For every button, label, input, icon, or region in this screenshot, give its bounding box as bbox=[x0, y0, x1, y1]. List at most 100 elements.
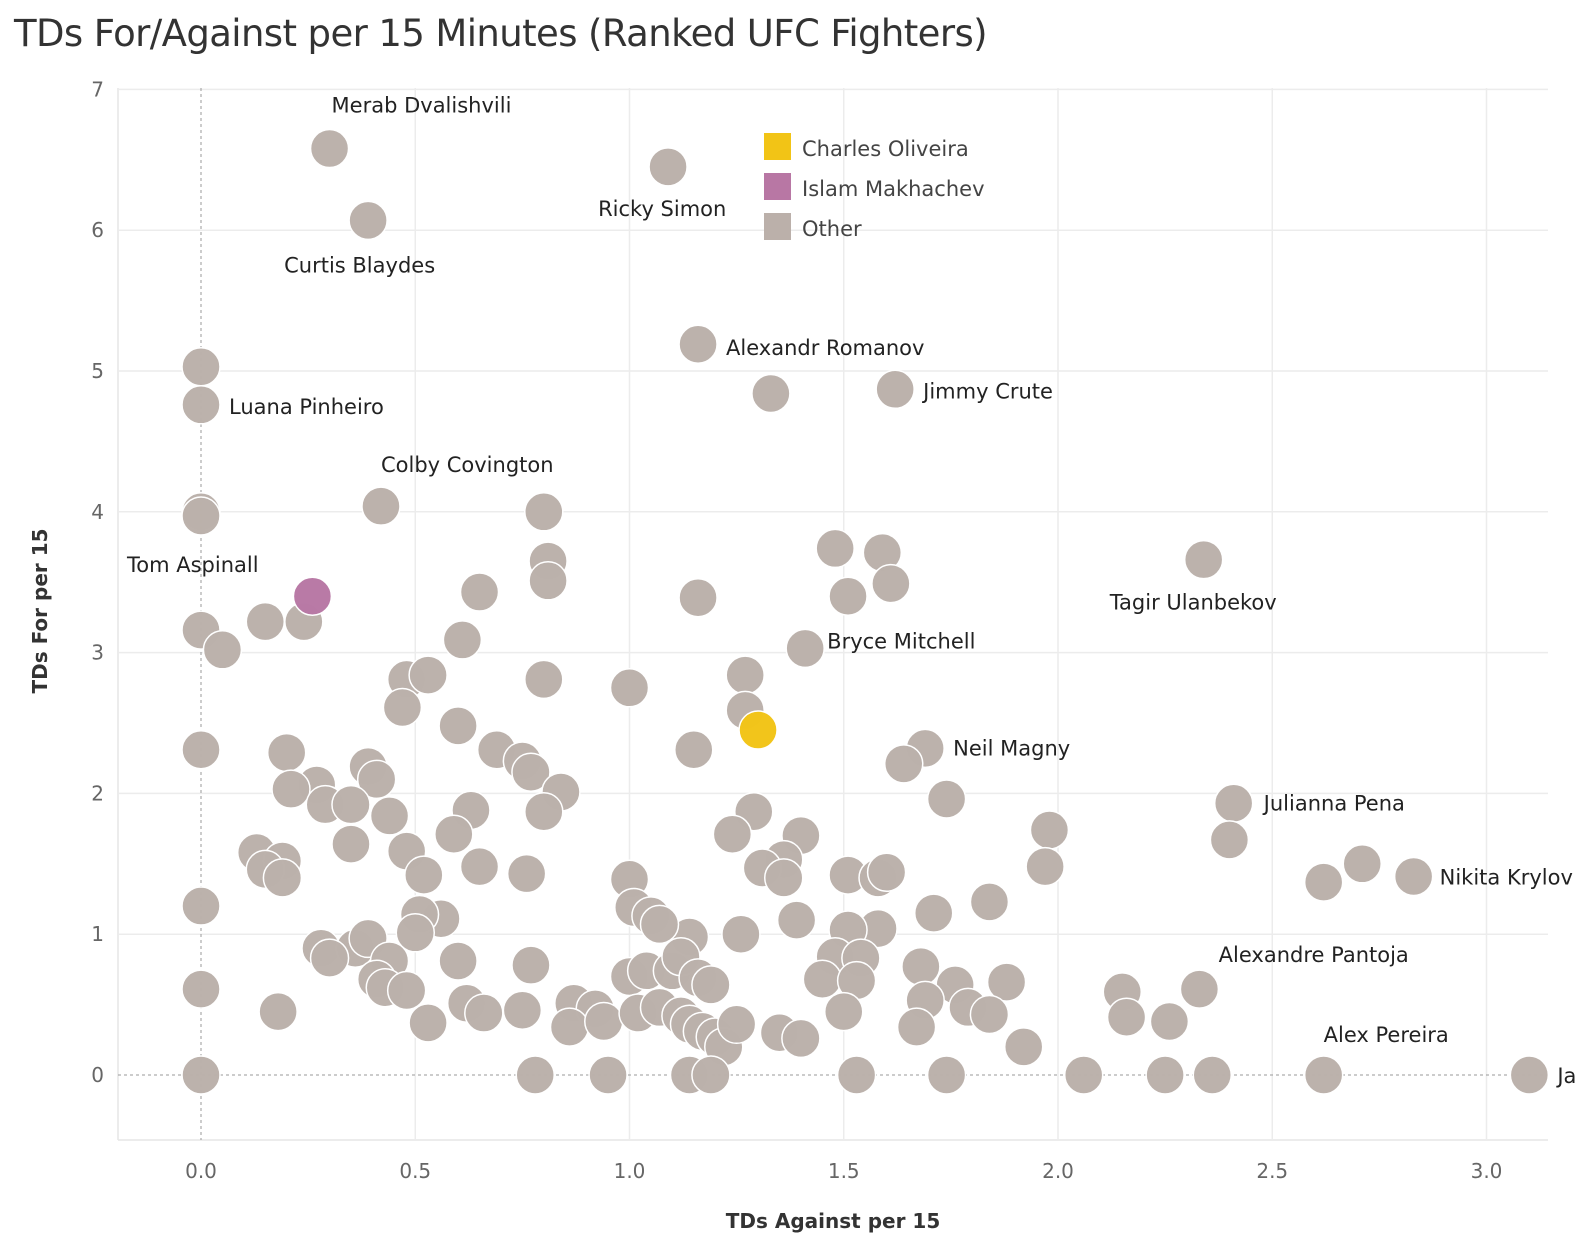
point-other[interactable] bbox=[986, 962, 1027, 1002]
point-other[interactable] bbox=[712, 814, 753, 854]
point-other[interactable] bbox=[815, 528, 855, 569]
point-other[interactable] bbox=[464, 993, 504, 1033]
point-other[interactable] bbox=[883, 744, 924, 784]
point-other[interactable] bbox=[836, 1055, 877, 1095]
point-other[interactable] bbox=[1303, 862, 1344, 902]
point-other[interactable] bbox=[674, 730, 714, 770]
point-other[interactable] bbox=[824, 991, 864, 1032]
point-other[interactable] bbox=[1145, 1055, 1185, 1095]
point-other[interactable] bbox=[678, 577, 718, 618]
point-other[interactable] bbox=[245, 601, 286, 642]
point-other[interactable] bbox=[511, 945, 551, 985]
point-other[interactable] bbox=[1063, 1055, 1104, 1095]
point-other[interactable] bbox=[584, 1001, 624, 1042]
point-other[interactable] bbox=[395, 913, 435, 953]
point-other[interactable] bbox=[678, 324, 718, 364]
point-other[interactable] bbox=[438, 941, 478, 981]
point-other[interactable] bbox=[1509, 1055, 1550, 1095]
point-other[interactable] bbox=[1183, 539, 1224, 580]
point-other[interactable] bbox=[866, 852, 907, 892]
point-other[interactable] bbox=[438, 706, 478, 746]
point-other[interactable] bbox=[181, 1055, 221, 1095]
point-other[interactable] bbox=[356, 759, 397, 800]
point-other[interactable] bbox=[386, 970, 427, 1011]
point-other[interactable] bbox=[1003, 1027, 1044, 1067]
point-other[interactable] bbox=[875, 369, 915, 410]
point-other[interactable] bbox=[331, 784, 371, 825]
point-islam-makhachev[interactable] bbox=[292, 576, 333, 617]
point-other[interactable] bbox=[725, 655, 765, 695]
point-other[interactable] bbox=[1149, 1001, 1190, 1042]
point-other[interactable] bbox=[369, 796, 410, 836]
point-other[interactable] bbox=[524, 791, 564, 832]
point-other[interactable] bbox=[648, 147, 688, 187]
point-other[interactable] bbox=[871, 563, 911, 604]
point-other[interactable] bbox=[524, 659, 564, 700]
point-other[interactable] bbox=[1209, 820, 1250, 860]
point-other[interactable] bbox=[382, 687, 423, 728]
point-other[interactable] bbox=[502, 990, 543, 1030]
point-other[interactable] bbox=[691, 965, 731, 1005]
point-other[interactable] bbox=[181, 730, 221, 770]
point-other[interactable] bbox=[1106, 997, 1147, 1038]
point-other[interactable] bbox=[408, 1003, 448, 1043]
point-other[interactable] bbox=[1029, 810, 1070, 850]
point-other[interactable] bbox=[751, 373, 791, 414]
point-other[interactable] bbox=[434, 814, 474, 854]
point-other[interactable] bbox=[528, 561, 568, 601]
point-other[interactable] bbox=[721, 914, 761, 954]
point-other[interactable] bbox=[691, 1055, 731, 1095]
point-other[interactable] bbox=[258, 991, 298, 1032]
point-other[interactable] bbox=[1303, 1055, 1344, 1095]
point-other[interactable] bbox=[549, 1007, 590, 1047]
point-other[interactable] bbox=[442, 620, 483, 660]
point-other[interactable] bbox=[408, 655, 448, 695]
point-other[interactable] bbox=[524, 492, 564, 532]
point-other[interactable] bbox=[262, 858, 303, 898]
y-tick-label: 4 bbox=[91, 500, 104, 524]
point-other[interactable] bbox=[1342, 844, 1382, 884]
point-other[interactable] bbox=[802, 959, 843, 1000]
point-other[interactable] bbox=[828, 576, 868, 617]
point-other[interactable] bbox=[926, 1055, 967, 1095]
point-other[interactable] bbox=[588, 1055, 628, 1095]
point-other[interactable] bbox=[896, 1007, 937, 1047]
point-other[interactable] bbox=[361, 486, 401, 526]
point-other[interactable] bbox=[459, 572, 500, 612]
point-other[interactable] bbox=[913, 893, 954, 933]
point-other[interactable] bbox=[1213, 783, 1254, 824]
point-other[interactable] bbox=[181, 496, 221, 536]
point-other[interactable] bbox=[181, 347, 221, 387]
point-other[interactable] bbox=[348, 200, 388, 241]
point-other[interactable] bbox=[776, 900, 817, 940]
point-other[interactable] bbox=[266, 732, 307, 773]
point-other[interactable] bbox=[926, 779, 967, 819]
point-other[interactable] bbox=[309, 938, 350, 978]
point-other[interactable] bbox=[404, 855, 444, 895]
point-other[interactable] bbox=[969, 994, 1010, 1035]
point-charles-oliveira[interactable] bbox=[738, 710, 778, 750]
point-other[interactable] bbox=[764, 858, 804, 898]
point-other[interactable] bbox=[506, 853, 547, 894]
point-other[interactable] bbox=[785, 628, 825, 669]
point-other[interactable] bbox=[1393, 856, 1434, 897]
point-other[interactable] bbox=[181, 886, 221, 926]
point-other[interactable] bbox=[969, 882, 1010, 922]
point-other[interactable] bbox=[1025, 846, 1065, 887]
point-other[interactable] bbox=[309, 128, 350, 169]
point-other[interactable] bbox=[271, 769, 311, 809]
point-other[interactable] bbox=[511, 752, 551, 793]
point-other[interactable] bbox=[459, 846, 500, 887]
point-other[interactable] bbox=[901, 946, 941, 987]
point-other[interactable] bbox=[202, 630, 243, 670]
point-other[interactable] bbox=[781, 1018, 821, 1059]
point-other[interactable] bbox=[331, 824, 371, 864]
point-other[interactable] bbox=[716, 1004, 757, 1045]
point-other[interactable] bbox=[639, 904, 680, 945]
point-other[interactable] bbox=[181, 385, 221, 425]
point-other[interactable] bbox=[515, 1055, 555, 1095]
point-other[interactable] bbox=[1179, 969, 1220, 1009]
point-other[interactable] bbox=[609, 668, 650, 708]
point-other[interactable] bbox=[181, 969, 221, 1009]
point-other[interactable] bbox=[1192, 1055, 1233, 1095]
